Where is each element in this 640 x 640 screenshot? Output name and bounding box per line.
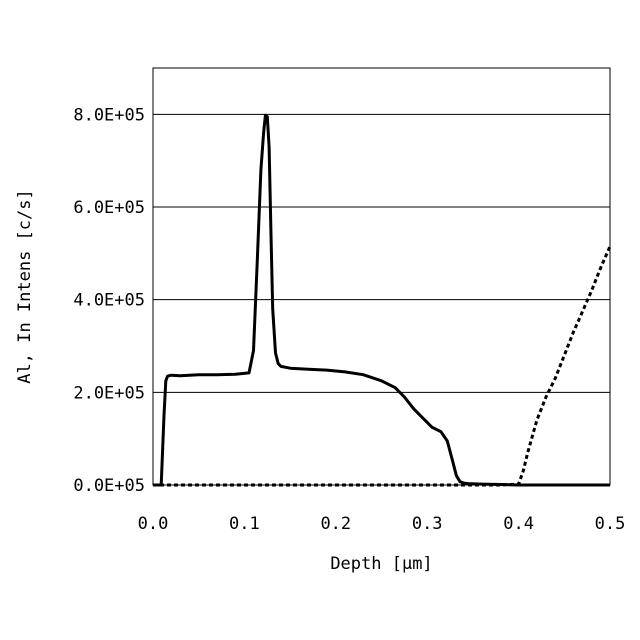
series-dashed-line — [153, 246, 610, 485]
y-tick-label: 2.0E+05 — [73, 383, 145, 403]
y-tick-label: 4.0E+05 — [73, 291, 145, 311]
x-axis-title: Depth [μm] — [330, 554, 432, 574]
x-tick-label: 0.5 — [595, 514, 626, 534]
y-axis-ticks: 0.0E+05 2.0E+05 4.0E+05 6.0E+05 8.0E+05 — [73, 105, 145, 496]
plot-area-frame — [153, 68, 610, 485]
y-tick-label: 6.0E+05 — [73, 198, 145, 218]
y-axis-title: Al, In Intens [c/s] — [15, 189, 35, 383]
x-axis-ticks: 0.0 0.1 0.2 0.3 0.4 0.5 — [138, 514, 626, 534]
x-tick-label: 0.0 — [138, 514, 169, 534]
y-tick-label: 8.0E+05 — [73, 105, 145, 125]
y-tick-label: 0.0E+05 — [73, 476, 145, 496]
x-tick-label: 0.2 — [320, 514, 351, 534]
x-tick-label: 0.1 — [229, 514, 260, 534]
x-tick-label: 0.4 — [503, 514, 534, 534]
grid-lines — [153, 114, 610, 392]
x-tick-label: 0.3 — [412, 514, 443, 534]
